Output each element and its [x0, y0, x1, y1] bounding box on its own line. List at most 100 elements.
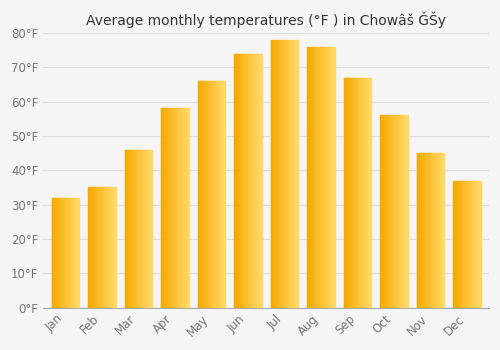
Bar [437, 153, 438, 308]
Bar [318, 47, 319, 308]
Bar [91, 188, 92, 308]
Bar [204, 81, 205, 308]
Bar [164, 108, 165, 308]
Bar [433, 153, 434, 308]
Bar [185, 108, 186, 308]
Bar [310, 47, 311, 308]
Bar [314, 47, 316, 308]
Bar [272, 40, 274, 308]
Bar [161, 108, 162, 308]
Bar [78, 198, 79, 308]
Bar [58, 198, 59, 308]
Bar [474, 181, 476, 308]
Bar [470, 181, 472, 308]
Bar [131, 150, 132, 308]
Bar [288, 40, 289, 308]
Bar [432, 153, 434, 308]
Bar [280, 40, 281, 308]
Bar [472, 181, 474, 308]
Bar [424, 153, 425, 308]
Bar [465, 181, 466, 308]
Bar [442, 153, 444, 308]
Bar [309, 47, 310, 308]
Bar [440, 153, 442, 308]
Bar [464, 181, 465, 308]
Bar [457, 181, 458, 308]
Bar [359, 78, 360, 308]
Bar [64, 198, 66, 308]
Bar [346, 78, 348, 308]
Bar [186, 108, 187, 308]
Bar [296, 40, 297, 308]
Bar [133, 150, 134, 308]
Bar [280, 40, 281, 308]
Bar [381, 116, 382, 308]
Bar [390, 116, 392, 308]
Bar [182, 108, 183, 308]
Bar [308, 47, 309, 308]
Bar [396, 116, 398, 308]
Bar [454, 181, 455, 308]
Bar [385, 116, 386, 308]
Bar [358, 78, 360, 308]
Bar [405, 116, 406, 308]
Bar [246, 54, 247, 308]
Bar [200, 81, 202, 308]
Bar [178, 108, 180, 308]
Bar [384, 116, 385, 308]
Bar [427, 153, 428, 308]
Bar [258, 54, 259, 308]
Bar [391, 116, 392, 308]
Bar [368, 78, 370, 308]
Bar [282, 40, 284, 308]
Bar [406, 116, 408, 308]
Bar [479, 181, 480, 308]
Bar [176, 108, 178, 308]
Bar [462, 181, 464, 308]
Bar [274, 40, 276, 308]
Bar [59, 198, 60, 308]
Bar [362, 78, 363, 308]
Bar [106, 188, 108, 308]
Bar [242, 54, 244, 308]
Bar [354, 78, 356, 308]
Bar [477, 181, 478, 308]
Bar [108, 188, 109, 308]
Bar [136, 150, 138, 308]
Bar [426, 153, 427, 308]
Bar [279, 40, 280, 308]
Bar [249, 54, 250, 308]
Bar [270, 40, 272, 308]
Bar [126, 150, 128, 308]
Bar [245, 54, 246, 308]
Bar [236, 54, 237, 308]
Bar [55, 198, 56, 308]
Bar [112, 188, 113, 308]
Bar [77, 198, 78, 308]
Bar [132, 150, 133, 308]
Bar [129, 150, 130, 308]
Bar [112, 188, 114, 308]
Bar [90, 188, 91, 308]
Bar [217, 81, 218, 308]
Bar [140, 150, 141, 308]
Bar [216, 81, 217, 308]
Bar [333, 47, 334, 308]
Title: Average monthly temperatures (°F ) in Chowâš ǦŠy: Average monthly temperatures (°F ) in Ch… [86, 11, 446, 28]
Bar [284, 40, 286, 308]
Bar [206, 81, 207, 308]
Bar [422, 153, 423, 308]
Bar [402, 116, 403, 308]
Bar [186, 108, 188, 308]
Bar [329, 47, 330, 308]
Bar [111, 188, 112, 308]
Bar [148, 150, 150, 308]
Bar [400, 116, 402, 308]
Bar [289, 40, 290, 308]
Bar [290, 40, 291, 308]
Bar [466, 181, 467, 308]
Bar [143, 150, 144, 308]
Bar [392, 116, 393, 308]
Bar [321, 47, 322, 308]
Bar [478, 181, 479, 308]
